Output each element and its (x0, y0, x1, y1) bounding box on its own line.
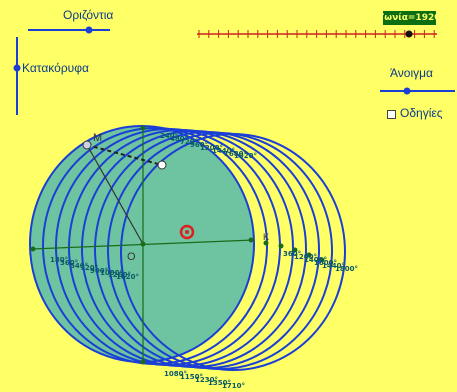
angle-label-bottom: 1230° (195, 376, 218, 384)
angle-slider[interactable] (197, 30, 437, 38)
angle-label-right: 360° (283, 250, 301, 258)
radius-line (86, 144, 144, 245)
vertical-slider-handle[interactable] (13, 64, 21, 72)
aperture-slider-handle[interactable] (403, 87, 411, 95)
angle-label-left: 1260° (108, 271, 131, 279)
angle-label-left: 1080° (100, 269, 123, 277)
angle-labels-bottom: 1080°1150°1230°1350°1710° (164, 370, 245, 390)
point-k[interactable] (263, 240, 269, 246)
angle-label-right: 1440° (322, 262, 345, 270)
center-marker-icon[interactable] (179, 224, 195, 240)
guides-label: Οδηγίες (400, 106, 443, 120)
angle-label-top: 1200° (200, 144, 223, 152)
angle-label-right: 1200° (294, 253, 317, 261)
vertical-slider-label: Κατακόρυφα (22, 61, 89, 75)
point-m[interactable] (82, 140, 92, 150)
angle-label-top: 240° (160, 132, 178, 140)
angle-label-right: 1800° (335, 265, 358, 273)
angle-label-bottom: 1710° (222, 382, 245, 390)
point-top (140, 125, 146, 131)
aperture-slider-label: Άνοιγμα (390, 66, 433, 80)
angle-label-top: 1680° (224, 150, 247, 158)
point-o[interactable] (140, 241, 146, 247)
angle-label-left: 360° (60, 259, 78, 267)
angle-label-right: 1400° (304, 256, 327, 264)
angle-labels-right: 360°1200°1400°1600°1440°1800° (283, 250, 358, 273)
angle-label-top: 1920° (234, 152, 257, 160)
angle-labels-left: 180°360°540°720°900°1080°1260°1620° (50, 256, 139, 281)
point-left (30, 246, 36, 252)
angle-label-bottom: 1350° (208, 379, 231, 387)
point-right (248, 237, 254, 243)
point-bottom (140, 359, 146, 365)
angle-labels-top: 240°480°720°960°1200°1440°1680°1920° (160, 132, 257, 160)
trace-dashed-line (86, 144, 163, 166)
angle-label-right: 1600° (314, 259, 337, 267)
angle-label-left: 900° (90, 267, 108, 275)
horizontal-slider-label: Οριζόντια (63, 8, 114, 22)
angle-label-top: 1440° (212, 147, 235, 155)
angle-label-left: 540° (70, 262, 88, 270)
angle-label-top: 960° (190, 141, 208, 149)
point-trace[interactable] (157, 160, 167, 170)
point-o-label: O (127, 251, 136, 263)
angle-label-left: 720° (80, 264, 98, 272)
point-k-label: K (263, 232, 269, 242)
angle-label-top: 480° (170, 135, 188, 143)
angle-slider-handle[interactable] (405, 30, 413, 38)
horizontal-slider-handle[interactable] (85, 26, 93, 34)
guides-checkbox[interactable] (387, 110, 396, 119)
angle-label-left: 180° (50, 256, 68, 264)
angle-label-top: 720° (180, 138, 198, 146)
point-m-label: M (93, 132, 102, 144)
angle-label-left: 1620° (116, 273, 139, 281)
angle-value-badge: Γωνία=1920 (378, 11, 441, 25)
angle-label-bottom: 1150° (180, 373, 203, 381)
angle-label-bottom: 1080° (164, 370, 187, 378)
